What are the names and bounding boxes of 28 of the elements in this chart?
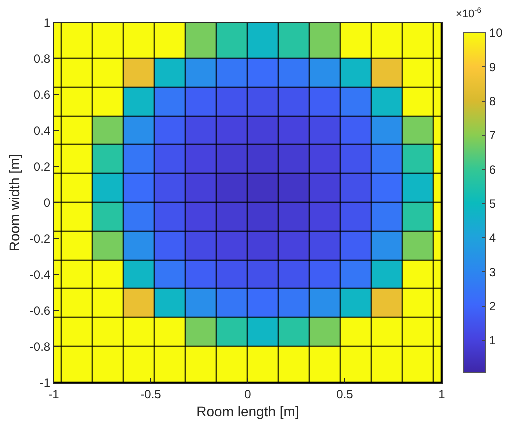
color-bar-label: 9 bbox=[489, 60, 496, 74]
color-bar-title: ×10$^{-6}$ bbox=[456, 6, 482, 21]
y-axis-title: Room width [m] bbox=[6, 154, 23, 252]
x-axis-title: Room length [m] bbox=[196, 404, 300, 420]
color-bar-label: 2 bbox=[489, 300, 496, 314]
y-tick-label: -0.4 bbox=[30, 268, 51, 282]
color-bar-label: 6 bbox=[489, 162, 496, 177]
y-tick-label: 0.8 bbox=[34, 52, 51, 66]
color-bar-label: 5 bbox=[489, 197, 496, 212]
x-tick-label: 1 bbox=[438, 387, 446, 402]
color-bar-label: 8 bbox=[489, 94, 496, 109]
y-tick-label: -0.8 bbox=[30, 340, 51, 354]
y-tick-label: -0.2 bbox=[30, 232, 51, 246]
x-tick-label: 0.5 bbox=[336, 387, 354, 402]
y-tick-label: 0.4 bbox=[34, 124, 51, 138]
y-tick-label: 0.6 bbox=[34, 88, 51, 102]
x-tick-label: 0 bbox=[244, 387, 252, 402]
y-tick-label: 0.2 bbox=[34, 160, 51, 174]
y-tick-label: 0 bbox=[44, 196, 51, 210]
x-tick-label: -0.5 bbox=[140, 387, 162, 402]
y-tick-label: 1 bbox=[44, 16, 51, 30]
color-bar-label: 4 bbox=[489, 231, 496, 246]
y-tick-label: -1 bbox=[40, 376, 51, 390]
color-bar-label: 3 bbox=[489, 265, 496, 280]
y-tick-label: -0.6 bbox=[30, 304, 51, 318]
color-bar-label: 1 bbox=[489, 334, 496, 348]
color-bar-label: 7 bbox=[489, 128, 496, 143]
color-bar-label: 10 bbox=[489, 26, 504, 40]
